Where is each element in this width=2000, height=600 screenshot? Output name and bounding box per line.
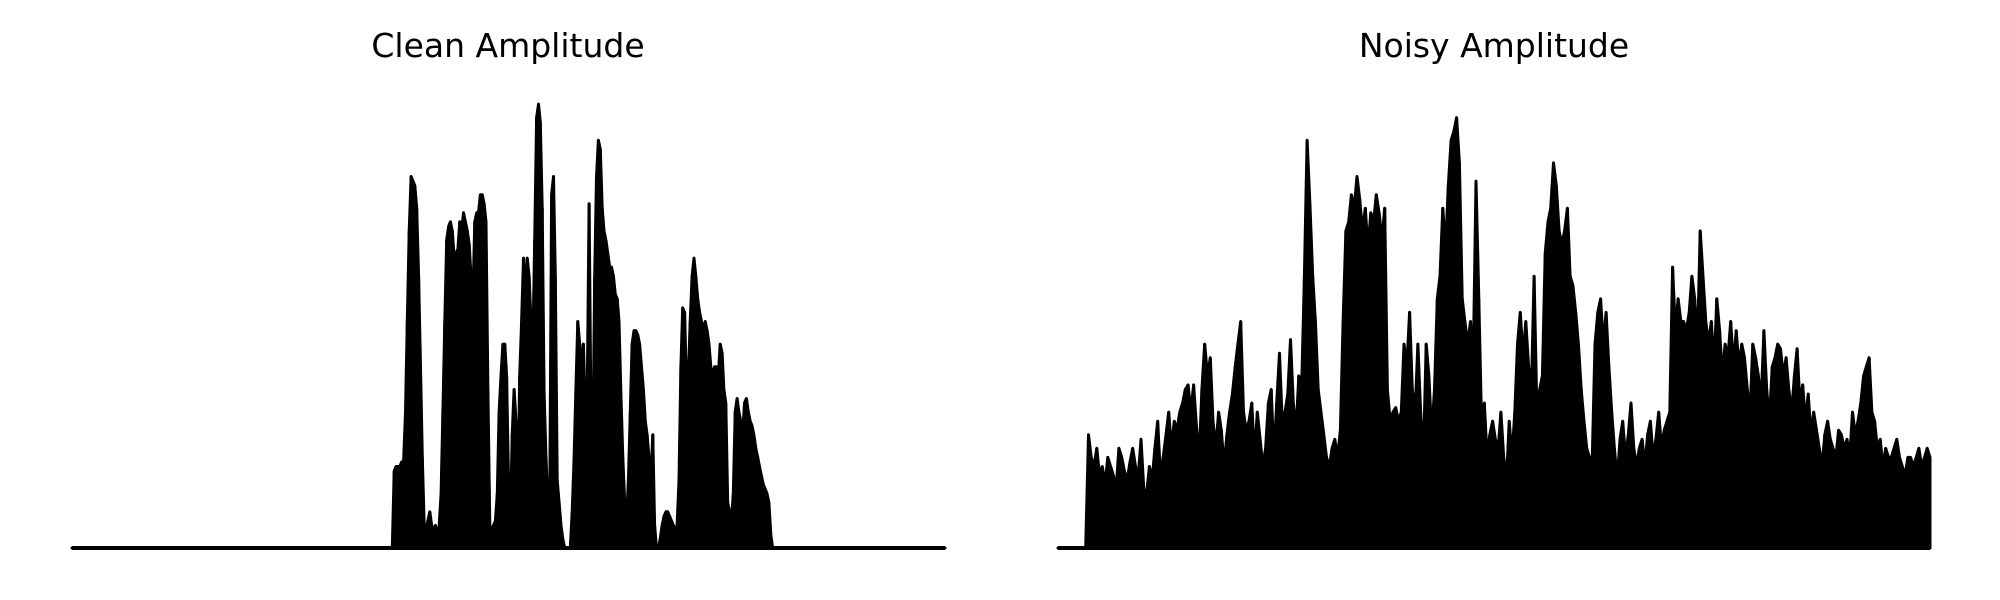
noisy-amplitude-plot xyxy=(1056,116,1932,550)
chart-title-noisy: Noisy Amplitude xyxy=(1359,26,1629,65)
clean-amplitude-plot xyxy=(70,102,947,550)
chart-title-clean: Clean Amplitude xyxy=(371,26,644,65)
